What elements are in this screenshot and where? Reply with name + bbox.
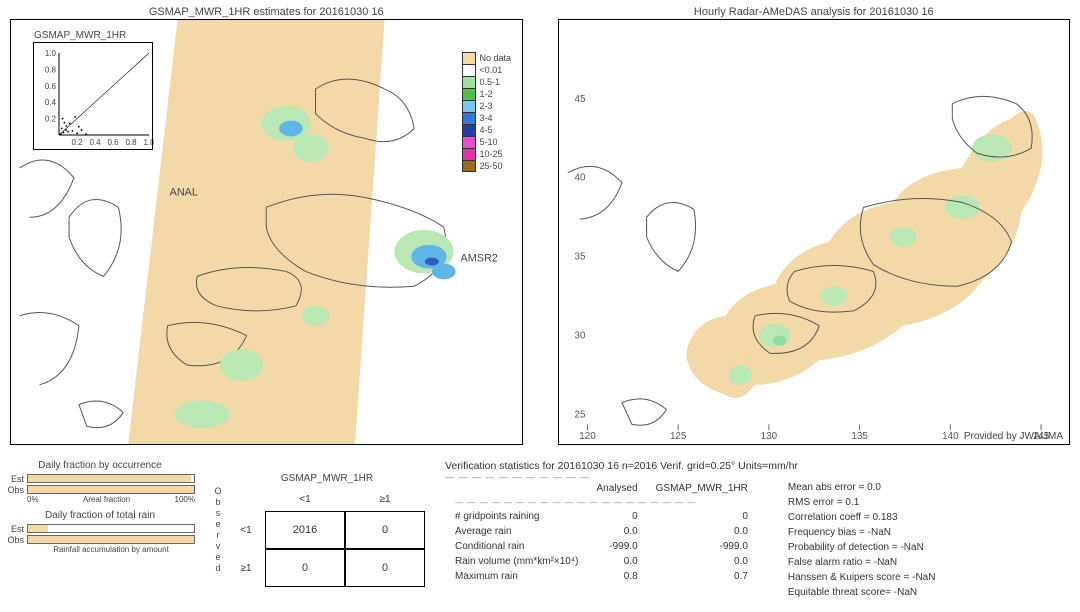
ctable-title: GSMAP_MWR_1HR xyxy=(227,473,427,484)
inset-xticks: 0.2 0.4 0.6 0.8 1.0 xyxy=(71,138,154,147)
ctable-vert-label: Observed xyxy=(213,486,223,574)
svg-text:0.4: 0.4 xyxy=(89,138,101,147)
svg-text:135: 135 xyxy=(851,431,868,442)
svg-text:0.8: 0.8 xyxy=(125,138,137,147)
svg-text:140: 140 xyxy=(942,431,959,442)
svg-text:0.6: 0.6 xyxy=(45,82,57,91)
svg-text:0.6: 0.6 xyxy=(107,138,119,147)
inset-points xyxy=(59,116,87,135)
colorbar-legend: No data<0.010.5-11-22-33-44-55-1010-2525… xyxy=(462,52,527,172)
right-map-svg: 120125130135140145 2530354045 xyxy=(559,20,1070,444)
ctable-grid: <1≥1<120160≥100 xyxy=(227,487,427,587)
inset-scatter: GSMAP_MWR_1HR 0.20.40.60.81.0 0.20.40.60… xyxy=(33,42,153,150)
totalrain-title: Daily fraction of total rain xyxy=(5,510,195,521)
inset-title: GSMAP_MWR_1HR xyxy=(34,30,126,41)
attribution: Provided by JWA/JMA xyxy=(964,431,1063,442)
svg-text:40: 40 xyxy=(574,173,585,184)
occurrence-bars: Est Obs 0%Areal fraction100% xyxy=(5,473,195,504)
verification-stats: Verification statistics for 20161030 16 … xyxy=(445,460,1075,600)
contingency-table: Observed GSMAP_MWR_1HR <1≥1<120160≥100 xyxy=(213,460,427,600)
totalrain-obs-bar xyxy=(28,536,194,543)
inset-yticks: 0.2 0.4 0.6 0.8 1.0 xyxy=(45,49,57,124)
svg-text:45: 45 xyxy=(574,94,585,105)
svg-text:130: 130 xyxy=(760,431,777,442)
rain-heavy xyxy=(425,258,439,266)
anal-label: ANAL xyxy=(170,187,198,199)
totalrain-bars: Est Obs Rainfall accumulation by amount xyxy=(5,523,195,554)
inset-scatter-svg: 0.2 0.4 0.6 0.8 1.0 0.2 0.4 0.6 0.8 1.0 xyxy=(34,43,154,151)
svg-text:30: 30 xyxy=(574,330,585,341)
rain-medium xyxy=(772,336,786,346)
svg-text:125: 125 xyxy=(669,431,686,442)
fraction-bars: Daily fraction by occurrence Est Obs 0%A… xyxy=(5,460,195,600)
svg-text:0.2: 0.2 xyxy=(45,115,57,124)
occurrence-est-bar xyxy=(28,475,191,482)
totalrain-est-bar xyxy=(28,525,48,532)
stats-list: Mean abs error = 0.0RMS error = 0.1Corre… xyxy=(788,480,936,600)
amsr2-label: AMSR2 xyxy=(461,253,498,265)
svg-text:120: 120 xyxy=(579,431,596,442)
svg-text:0.4: 0.4 xyxy=(45,98,57,107)
stats-header: Verification statistics for 20161030 16 … xyxy=(445,460,1075,472)
occurrence-obs-bar xyxy=(28,486,194,493)
occurrence-title: Daily fraction by occurrence xyxy=(5,460,195,471)
svg-text:25: 25 xyxy=(574,409,585,420)
svg-text:0.8: 0.8 xyxy=(45,65,57,74)
right-map-title: Hourly Radar-AMeDAS analysis for 2016103… xyxy=(694,6,934,18)
bottom-row: Daily fraction by occurrence Est Obs 0%A… xyxy=(5,460,1075,600)
satellite-swath xyxy=(128,20,384,444)
svg-text:1.0: 1.0 xyxy=(143,138,154,147)
maps-row: GSMAP_MWR_1HR estimates for 20161030 16 xyxy=(0,0,1080,450)
svg-text:1.0: 1.0 xyxy=(45,49,57,58)
svg-text:35: 35 xyxy=(574,252,585,263)
right-map-panel: Hourly Radar-AMeDAS analysis for 2016103… xyxy=(558,19,1071,445)
svg-text:0.2: 0.2 xyxy=(71,138,83,147)
left-map-title: GSMAP_MWR_1HR estimates for 20161030 16 xyxy=(149,6,384,18)
stats-table: AnalysedGSMAP_MWR_1HR— — — — — — — — — —… xyxy=(445,480,758,585)
y-ticks: 25 30 35 40 45 xyxy=(574,94,585,421)
left-map-panel: GSMAP_MWR_1HR estimates for 20161030 16 xyxy=(10,19,523,445)
